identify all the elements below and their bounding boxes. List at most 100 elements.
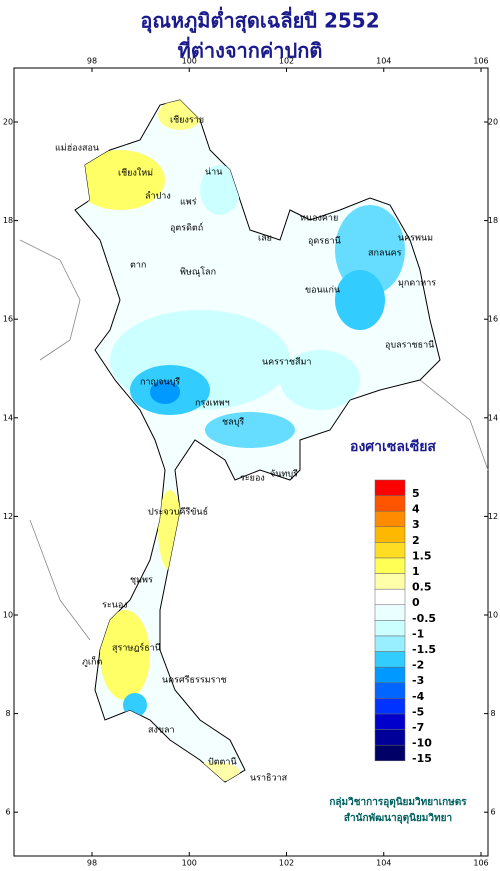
latitude-label: 16 bbox=[488, 315, 498, 324]
legend-label: 1.5 bbox=[412, 549, 432, 562]
legend-label: -1.5 bbox=[412, 643, 436, 656]
place-label: แม่ฮ่องสอน bbox=[55, 144, 99, 154]
anomaly-area bbox=[150, 380, 180, 404]
legend-swatch bbox=[374, 620, 406, 637]
legend-swatch bbox=[374, 495, 406, 512]
latitude-label: 8 bbox=[490, 709, 495, 718]
latitude-label: 18 bbox=[488, 216, 498, 225]
legend-swatch bbox=[374, 510, 406, 528]
place-label: ระยอง bbox=[240, 474, 265, 484]
legend-swatch bbox=[374, 557, 406, 574]
legend-label: 5 bbox=[412, 487, 420, 500]
longitude-label: 98 bbox=[87, 859, 97, 868]
latitude-label: 14 bbox=[3, 413, 13, 422]
legend-swatch bbox=[374, 729, 406, 746]
legend-title: องศาเซลเซียส bbox=[350, 439, 436, 455]
legend-label: -0.5 bbox=[412, 612, 436, 625]
place-label: สกลนคร bbox=[368, 249, 402, 259]
anomaly-area bbox=[75, 150, 165, 210]
credit-line: สำนักพัฒนาอุตุนิยมวิทยา bbox=[344, 812, 452, 824]
legend-label: 3 bbox=[412, 518, 420, 531]
longitude-label: 106 bbox=[473, 859, 488, 868]
longitude-label: 102 bbox=[279, 57, 294, 66]
legend-swatch bbox=[374, 635, 406, 652]
legend-label: -2 bbox=[412, 659, 424, 672]
latitude-label: 6 bbox=[5, 808, 10, 817]
legend-swatch bbox=[374, 713, 406, 730]
place-label: เชียงใหม่ bbox=[118, 168, 153, 179]
anomaly-area bbox=[200, 165, 240, 215]
longitude-label: 106 bbox=[473, 57, 488, 66]
place-label: สงขลา bbox=[148, 726, 175, 736]
latitude-label: 6 bbox=[490, 808, 495, 817]
place-label: น่าน bbox=[205, 168, 222, 178]
legend-label: 0 bbox=[412, 596, 420, 609]
title-line: ที่ต่างจากค่าปกติ bbox=[178, 36, 323, 63]
place-label: นราธิวาส bbox=[250, 773, 288, 784]
legend-swatch bbox=[374, 682, 406, 699]
legend-swatch bbox=[374, 651, 406, 668]
place-label: เลย bbox=[258, 234, 272, 244]
place-label: พิษณุโลก bbox=[180, 267, 216, 278]
legend-label: 1 bbox=[412, 565, 420, 578]
place-label: ระนอง bbox=[102, 601, 128, 611]
legend-label: -1 bbox=[412, 627, 424, 640]
anomaly-area bbox=[335, 270, 385, 330]
legend-label: 2 bbox=[412, 534, 420, 547]
place-label: ตาก bbox=[130, 261, 146, 271]
legend-label: -3 bbox=[412, 674, 424, 687]
legend-label: -5 bbox=[412, 705, 424, 718]
anomaly-area bbox=[205, 412, 295, 448]
place-label: นครราชสีมา bbox=[262, 357, 311, 368]
place-label: นครพนม bbox=[398, 234, 433, 244]
legend-swatch bbox=[374, 744, 406, 762]
legend-swatch bbox=[374, 698, 406, 715]
longitude-label: 100 bbox=[182, 859, 197, 868]
latitude-label: 12 bbox=[3, 512, 13, 521]
legend-swatch bbox=[374, 526, 406, 543]
place-label: ชุมพร bbox=[130, 576, 153, 586]
legend-label: -15 bbox=[412, 752, 432, 765]
legend-swatch bbox=[374, 479, 406, 496]
latitude-label: 14 bbox=[488, 413, 498, 422]
place-labels: เชียงราย เชียงใหม่ ลำปาง แม่ฮ่องสอน น่าน… bbox=[55, 115, 436, 784]
latitude-label: 12 bbox=[488, 512, 498, 521]
place-label: ปัตตานี bbox=[208, 757, 237, 768]
place-label: เชียงราย bbox=[170, 115, 204, 126]
anomaly-area bbox=[280, 350, 360, 410]
longitude-label: 104 bbox=[376, 859, 391, 868]
place-label: มุกดาหาร bbox=[398, 279, 436, 289]
anomaly-area bbox=[100, 610, 150, 700]
credit-line: กลุ่มวิชาการอุตุนิยมวิทยาเกษตร bbox=[329, 796, 467, 808]
legend-swatch bbox=[374, 542, 406, 559]
neighbour-border bbox=[19, 239, 489, 641]
place-label: ภูเก็ต bbox=[82, 655, 102, 668]
legend-swatch bbox=[374, 666, 406, 684]
legend-label: 4 bbox=[412, 503, 420, 516]
legend-label: -10 bbox=[412, 737, 432, 750]
latitude-label: 16 bbox=[3, 315, 13, 324]
legend-label: 0.5 bbox=[412, 581, 432, 594]
latitude-label: 10 bbox=[488, 611, 498, 620]
place-label: แพร่ bbox=[180, 198, 197, 208]
place-label: นครศรีธรรมราช bbox=[162, 675, 227, 686]
place-label: ชลบุรี bbox=[222, 417, 244, 428]
latitude-label: 20 bbox=[3, 118, 13, 127]
longitude-label: 104 bbox=[376, 57, 391, 66]
anomaly-fill bbox=[75, 100, 405, 782]
place-label: ประจวบคีรีขันธ์ bbox=[148, 506, 208, 518]
latitude-label: 18 bbox=[3, 216, 13, 225]
place-label: อุดรธานี bbox=[308, 236, 341, 247]
latitude-label: 20 bbox=[488, 118, 498, 127]
place-label: สุราษฎร์ธานี bbox=[112, 642, 161, 654]
legend-swatch bbox=[374, 604, 406, 621]
place-label: ลำปาง bbox=[145, 191, 171, 202]
longitude-label: 98 bbox=[87, 57, 97, 66]
legend-swatch bbox=[374, 588, 406, 606]
place-label: อุตรดิตถ์ bbox=[170, 222, 203, 234]
legend-label: -7 bbox=[412, 721, 424, 734]
longitude-label: 100 bbox=[182, 57, 197, 66]
place-label: หนองคาย bbox=[300, 214, 338, 224]
